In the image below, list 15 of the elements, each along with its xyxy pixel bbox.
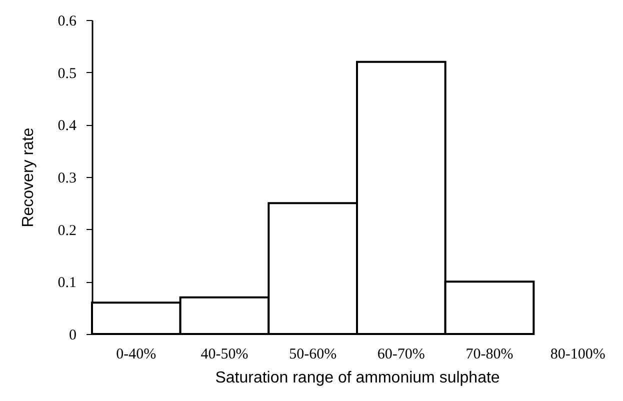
y-tick-label: 0.5: [58, 66, 76, 82]
x-axis-title: Saturation range of ammonium sulphate: [215, 370, 500, 386]
y-axis-title: Recovery rate: [20, 128, 37, 228]
x-tick-label: 50-60%: [289, 346, 337, 362]
y-tick-label: 0.4: [58, 118, 77, 134]
y-tick-label: 0.1: [58, 275, 76, 292]
x-tick-label: 80-100%: [550, 346, 606, 362]
y-tick-label: 0: [69, 328, 76, 344]
x-tick-label: 70-80%: [466, 346, 514, 362]
y-tick-label: 0.6: [58, 14, 77, 30]
x-tick-label: 40-50%: [200, 346, 248, 362]
x-tick-label: 60-70%: [377, 346, 425, 362]
x-tick-label: 0-40%: [116, 346, 156, 362]
y-tick-label: 0.2: [58, 222, 76, 239]
y-tick-label: 0.3: [58, 170, 76, 186]
